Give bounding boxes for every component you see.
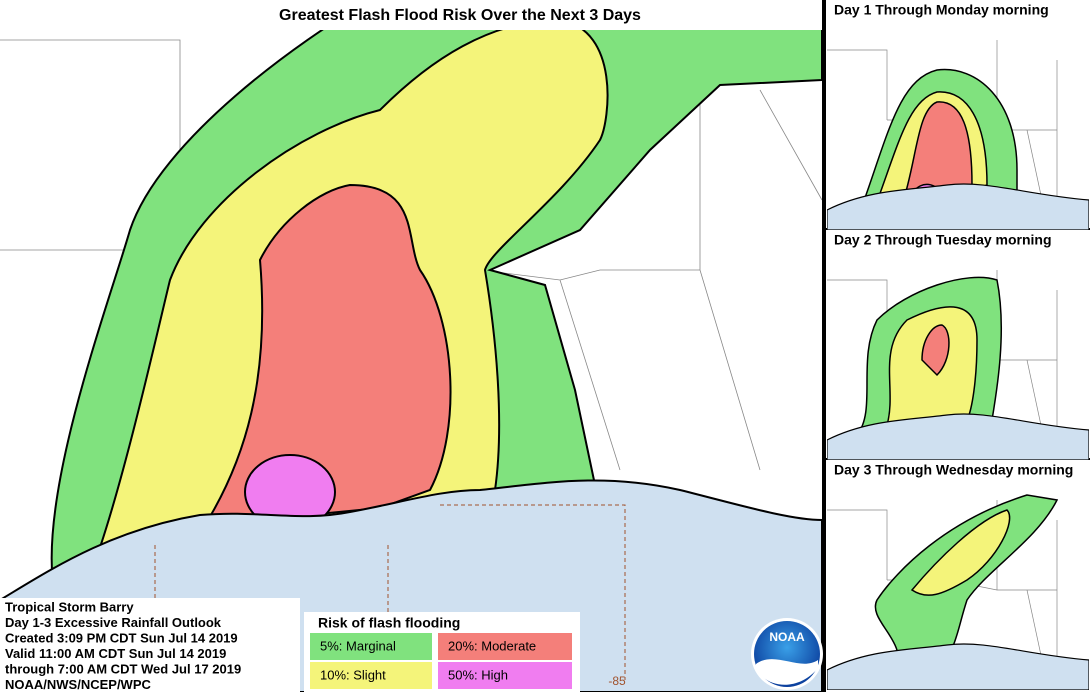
legend-label: 50%: High [448,667,508,682]
legend-label: 20%: Moderate [448,638,536,653]
info-line: Created 3:09 PM CDT Sun Jul 14 2019 [5,630,238,645]
panel-gulf [827,183,1089,230]
logo-text: NOAA [769,630,805,644]
panel-gulf [827,643,1089,690]
info-box [0,598,300,692]
info-line: through 7:00 AM CDT Wed Jul 17 2019 [5,661,241,676]
legend-title: Risk of flash flooding [318,615,460,631]
legend: 5%: Marginal 20%: Moderate 10%: Slight 50%:… [310,633,572,689]
risk-area [921,324,950,377]
longitude-label: -85 [608,674,626,688]
legend-swatch [438,633,572,660]
legend-swatch [310,662,432,689]
panel-title: Day 1 Through Monday morning [834,2,1049,18]
info-line: Day 1-3 Excessive Rainfall Outlook [5,615,222,630]
main-map: -85 [0,0,822,692]
map-title: Greatest Flash Flood Risk Over the Next … [279,7,641,24]
panel-map [827,480,1089,690]
panel-title: Day 3 Through Wednesday morning [834,462,1073,478]
panel-gulf [827,413,1089,460]
legend-label: 5%: Marginal [320,638,396,653]
legend-label: 10%: Slight [320,667,386,682]
panel-map [827,250,1089,460]
legend-swatch [310,633,432,660]
risk-area [910,509,1011,596]
panel-map [827,20,1089,230]
info-line: Valid 11:00 AM CDT Sun Jul 14 2019 [5,646,226,661]
logo-wave [756,659,818,685]
legend-swatch [438,662,572,689]
risk-area [900,101,973,207]
info-line: NOAA/NWS/NCEP/WPC [5,677,152,692]
title-bar [0,0,822,30]
side-panels: Day 1 Through Monday morning Day 2 Throug… [826,0,1090,692]
info-line: Tropical Storm Barry [5,599,134,614]
panel-title: Day 2 Through Tuesday morning [834,232,1052,248]
